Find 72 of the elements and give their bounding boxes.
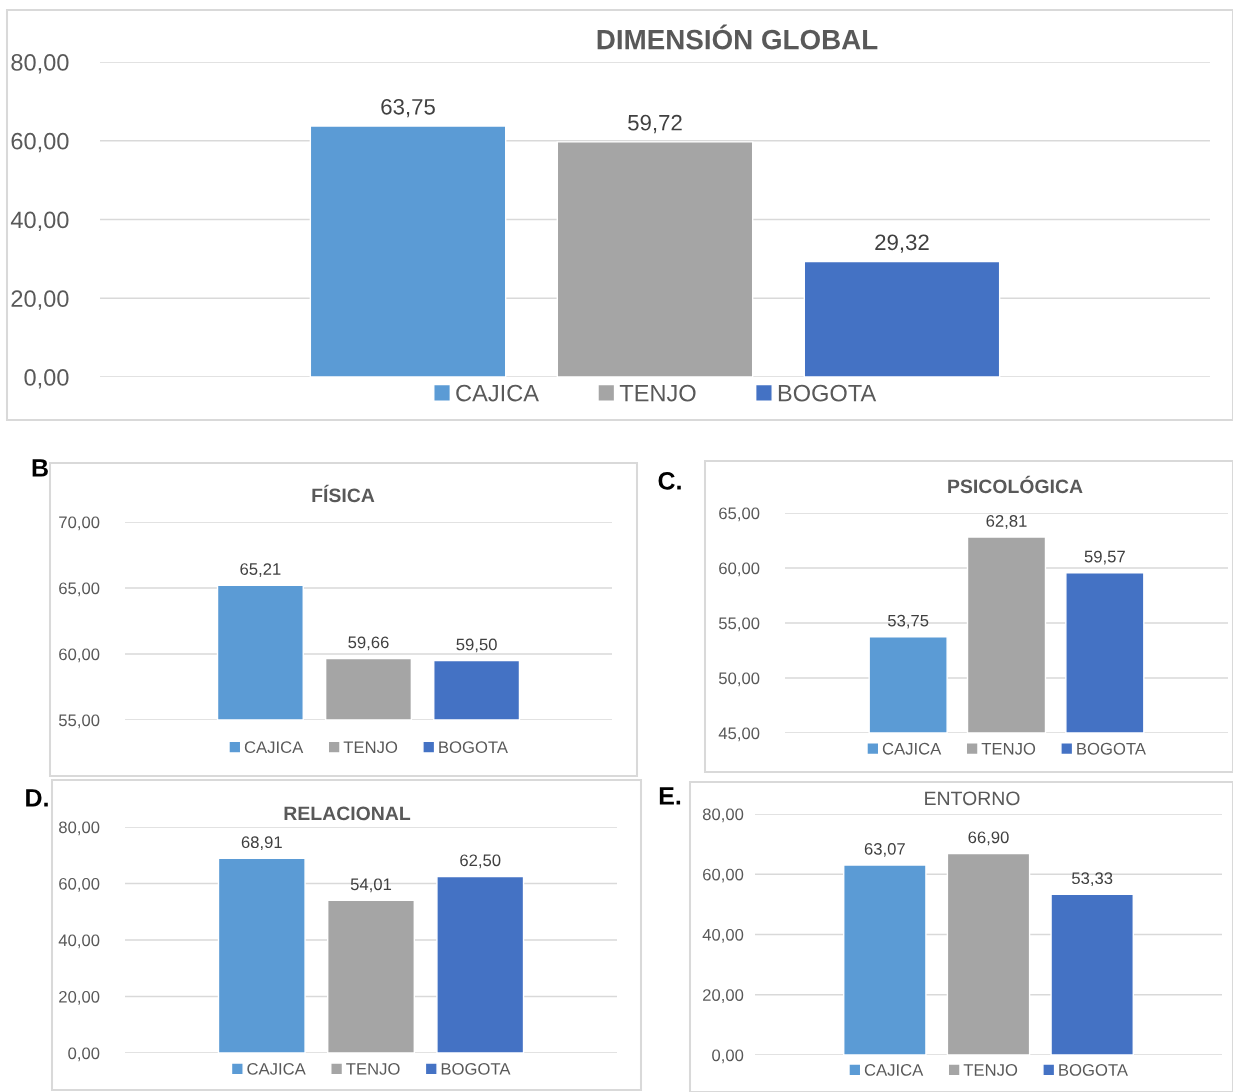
legend-label: BOGOTA <box>441 1062 511 1075</box>
data-label: 62,81 <box>986 515 1027 529</box>
y-tick-label: 40,00 <box>702 928 744 943</box>
y-tick-label: 45,00 <box>718 727 760 742</box>
legend-label: CAJICA <box>456 384 539 402</box>
legend-label: CAJICA <box>244 741 304 754</box>
chart-title: PSICOLÓGICA <box>948 475 1083 494</box>
bar <box>946 852 1031 1055</box>
y-tick-label: 55,00 <box>718 617 760 632</box>
text: E. <box>659 787 681 805</box>
data-label: 66,90 <box>968 831 1009 846</box>
legend-label: CAJICA <box>882 742 942 755</box>
chart-title: RELACIONAL <box>284 806 411 821</box>
data-label: 65,21 <box>240 563 281 577</box>
y-tick-label: 60,00 <box>59 877 100 892</box>
legend-label: BOGOTA <box>1059 1064 1128 1076</box>
bar <box>803 260 1001 377</box>
data-label: 62,50 <box>460 854 501 869</box>
data-label: 29,32 <box>875 234 929 253</box>
bar <box>556 141 754 377</box>
data-label: 63,75 <box>381 98 435 118</box>
bar <box>327 899 415 1053</box>
y-tick-label: 80,00 <box>11 54 69 74</box>
legend-label: TENJO <box>981 742 1036 755</box>
text: D. <box>26 789 48 807</box>
y-tick-label: 65,00 <box>719 507 760 522</box>
text: B <box>32 459 48 477</box>
bar <box>217 857 306 1053</box>
chart-title: ENTORNO <box>925 791 1020 806</box>
bar <box>309 125 507 377</box>
y-tick-label: 20,00 <box>59 990 100 1005</box>
y-tick-label: 20,00 <box>11 290 69 310</box>
y-tick-label: 40,00 <box>58 934 100 949</box>
y-tick-label: 60,00 <box>703 868 744 883</box>
bar <box>1050 893 1134 1055</box>
legend-label: TENJO <box>343 741 398 754</box>
y-tick-label: 20,00 <box>703 989 744 1003</box>
text: C. <box>658 472 681 490</box>
bar <box>436 875 525 1053</box>
legend-label: TENJO <box>619 384 696 402</box>
legend-label: TENJO <box>346 1062 400 1075</box>
y-tick-label: 80,00 <box>59 821 100 836</box>
data-label: 54,01 <box>350 878 392 893</box>
y-tick-label: 0,00 <box>24 369 69 389</box>
data-label: 59,72 <box>628 114 682 134</box>
bar <box>843 864 927 1055</box>
y-tick-label: 70,00 <box>59 516 100 531</box>
legend-label: BOGOTA <box>778 384 877 402</box>
y-tick-label: 80,00 <box>702 808 744 823</box>
y-tick-label: 65,00 <box>59 582 100 597</box>
chart-title: DIMENSIÓN GLOBAL <box>597 24 878 50</box>
legend-label: BOGOTA <box>1077 742 1146 755</box>
legend-label: CAJICA <box>247 1062 306 1075</box>
data-label: 59,57 <box>1084 550 1125 565</box>
legend-label: CAJICA <box>864 1064 924 1076</box>
y-tick-label: 60,00 <box>11 132 69 153</box>
y-tick-label: 0,00 <box>68 1047 100 1062</box>
data-label: 53,75 <box>887 614 929 629</box>
legend-label: TENJO <box>963 1064 1018 1076</box>
data-label: 59,66 <box>348 636 389 651</box>
y-tick-label: 0,00 <box>712 1049 744 1064</box>
y-tick-label: 50,00 <box>718 672 760 687</box>
y-tick-label: 60,00 <box>59 648 100 663</box>
chart-title: FÍSICA <box>312 484 375 503</box>
data-label: 59,50 <box>456 638 497 653</box>
y-tick-label: 40,00 <box>10 211 69 232</box>
data-label: 53,33 <box>1071 872 1113 887</box>
y-tick-label: 55,00 <box>58 714 100 729</box>
data-label: 68,91 <box>241 836 282 851</box>
legend-label: BOGOTA <box>439 741 508 754</box>
data-label: 63,07 <box>864 842 905 857</box>
y-tick-label: 60,00 <box>719 562 760 577</box>
